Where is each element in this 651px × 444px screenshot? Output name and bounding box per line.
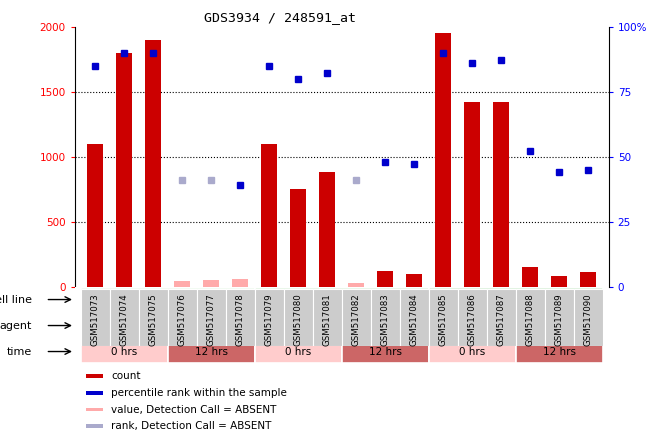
Bar xyxy=(109,289,139,346)
Text: rank, Detection Call = ABSENT: rank, Detection Call = ABSENT xyxy=(111,421,271,431)
Bar xyxy=(81,289,109,346)
Bar xyxy=(85,408,103,412)
Text: value, Detection Call = ABSENT: value, Detection Call = ABSENT xyxy=(111,404,277,415)
Text: GSM517074: GSM517074 xyxy=(120,293,129,346)
Text: GSM517090: GSM517090 xyxy=(584,293,593,346)
Bar xyxy=(574,289,603,346)
Bar xyxy=(581,272,596,286)
Text: 0 hrs: 0 hrs xyxy=(459,346,486,357)
Bar xyxy=(81,340,168,363)
Bar xyxy=(371,289,400,346)
Text: 12 hrs: 12 hrs xyxy=(543,346,576,357)
Text: GSM517085: GSM517085 xyxy=(439,293,448,346)
Bar xyxy=(319,172,335,286)
Bar xyxy=(117,53,132,286)
Bar xyxy=(145,40,161,286)
Bar xyxy=(197,289,226,346)
Bar xyxy=(232,279,248,286)
Bar xyxy=(342,289,371,346)
Bar xyxy=(168,289,197,346)
Bar xyxy=(85,391,103,395)
Text: GSM517078: GSM517078 xyxy=(236,293,245,346)
Bar xyxy=(516,340,603,363)
Bar xyxy=(85,424,103,428)
Bar xyxy=(487,289,516,346)
Text: wild type control: wild type control xyxy=(124,294,212,305)
Bar xyxy=(436,33,451,286)
Bar xyxy=(312,289,342,346)
Bar xyxy=(226,289,255,346)
Bar xyxy=(342,314,429,337)
Text: untreated: untreated xyxy=(273,321,324,330)
Bar xyxy=(516,289,545,346)
Text: untreated: untreated xyxy=(447,321,498,330)
Bar xyxy=(429,314,516,337)
Bar xyxy=(203,280,219,286)
Bar xyxy=(87,143,103,286)
Text: GSM517083: GSM517083 xyxy=(381,293,390,346)
Bar xyxy=(174,281,190,286)
Bar xyxy=(545,289,574,346)
Bar xyxy=(255,288,429,311)
Bar xyxy=(290,189,306,286)
Bar xyxy=(261,143,277,286)
Text: 0 hrs: 0 hrs xyxy=(111,346,137,357)
Bar xyxy=(429,288,603,311)
Bar xyxy=(464,102,480,286)
Bar xyxy=(255,340,342,363)
Text: estrogen: estrogen xyxy=(536,321,583,330)
Bar xyxy=(551,276,567,286)
Bar xyxy=(81,314,168,337)
Text: time: time xyxy=(7,346,32,357)
Bar xyxy=(516,314,603,337)
Text: 0 hrs: 0 hrs xyxy=(285,346,311,357)
Bar xyxy=(458,289,487,346)
Text: cell line: cell line xyxy=(0,294,32,305)
Bar xyxy=(168,340,255,363)
Bar xyxy=(255,314,342,337)
Bar xyxy=(400,289,429,346)
Bar xyxy=(342,340,429,363)
Text: GSM517073: GSM517073 xyxy=(90,293,100,346)
Text: GSM517082: GSM517082 xyxy=(352,293,361,346)
Text: GSM517087: GSM517087 xyxy=(497,293,506,346)
Text: agent: agent xyxy=(0,321,32,330)
Text: GSM517077: GSM517077 xyxy=(207,293,215,346)
Bar xyxy=(406,274,422,286)
Text: percentile rank within the sample: percentile rank within the sample xyxy=(111,388,287,398)
Text: GSM517089: GSM517089 xyxy=(555,293,564,346)
Text: GSM517080: GSM517080 xyxy=(294,293,303,346)
Text: GSM517088: GSM517088 xyxy=(526,293,535,346)
Text: SND1 transformed: SND1 transformed xyxy=(467,294,564,305)
Text: GSM517075: GSM517075 xyxy=(148,293,158,346)
Text: GSM517084: GSM517084 xyxy=(410,293,419,346)
Text: GSM517081: GSM517081 xyxy=(323,293,332,346)
Bar xyxy=(81,288,255,311)
Text: untreated: untreated xyxy=(98,321,150,330)
Text: 12 hrs: 12 hrs xyxy=(195,346,228,357)
Bar xyxy=(139,289,168,346)
Text: estrogen: estrogen xyxy=(362,321,408,330)
Bar xyxy=(522,267,538,286)
Text: GSM517076: GSM517076 xyxy=(178,293,187,346)
Text: GDS3934 / 248591_at: GDS3934 / 248591_at xyxy=(204,11,356,24)
Text: count: count xyxy=(111,372,141,381)
Bar xyxy=(378,271,393,286)
Bar xyxy=(348,283,365,286)
Text: 12 hrs: 12 hrs xyxy=(369,346,402,357)
Bar xyxy=(284,289,312,346)
Bar xyxy=(429,289,458,346)
Text: VND6 transformed: VND6 transformed xyxy=(293,294,391,305)
Bar xyxy=(85,374,103,378)
Bar xyxy=(493,102,509,286)
Text: GSM517086: GSM517086 xyxy=(468,293,477,346)
Text: GSM517079: GSM517079 xyxy=(265,293,273,346)
Bar xyxy=(168,314,255,337)
Text: estrogen: estrogen xyxy=(188,321,234,330)
Bar xyxy=(255,289,284,346)
Bar xyxy=(429,340,516,363)
